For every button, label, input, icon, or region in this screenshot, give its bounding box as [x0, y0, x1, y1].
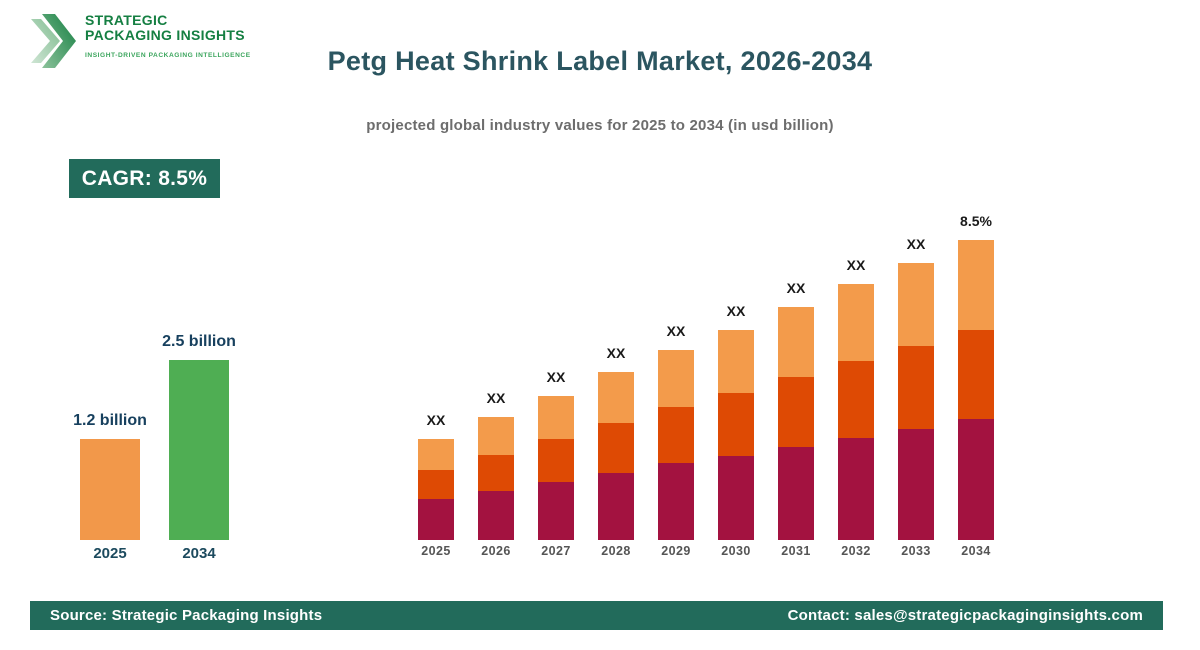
segment-middle-segment [478, 455, 514, 491]
stacked-bar-column-2030: XX 2030 [718, 303, 754, 558]
segment-middle-segment [658, 407, 694, 463]
bar-top-label: XX [546, 369, 566, 385]
segment-bottom-segment [538, 482, 574, 540]
mini-bar-2025 [80, 439, 140, 540]
segment-middle-segment [598, 423, 634, 473]
segment-top-segment [778, 307, 814, 377]
bar-top-label: XX [606, 345, 626, 361]
bar-top-label: XX [846, 257, 866, 273]
segment-middle-segment [538, 439, 574, 482]
stacked-bar-column-2031: XX 2031 [778, 280, 814, 558]
bar-year-label: 2028 [601, 544, 631, 558]
stacked-bar-column-2033: XX 2033 [898, 236, 934, 558]
segment-bottom-segment [418, 499, 454, 540]
segment-top-segment [658, 350, 694, 407]
segment-middle-segment [418, 470, 454, 499]
segment-bottom-segment [718, 456, 754, 540]
segment-middle-segment [958, 330, 994, 419]
bar-top-label: XX [486, 390, 506, 406]
segment-middle-segment [778, 377, 814, 447]
segment-middle-segment [838, 361, 874, 438]
chevron-logo-icon [31, 14, 76, 68]
stacked-bar-column-2029: XX 2029 [658, 323, 694, 558]
segment-top-segment [838, 284, 874, 361]
mini-comparison-chart: 1.2 billion 2025 2.5 billion 2034 [73, 320, 236, 562]
segment-top-segment [418, 439, 454, 470]
segment-bottom-segment [778, 447, 814, 540]
bar-top-label: XX [666, 323, 686, 339]
brand-tagline: INSIGHT-DRIVEN PACKAGING INTELLIGENCE [85, 52, 251, 59]
bar-year-label: 2034 [961, 544, 991, 558]
bar-year-label: 2026 [481, 544, 511, 558]
stacked-bar-chart: XX 2025 XX 2026 XX 2027 XX 2028 XX 2029 XX 2030 XX 20… [418, 190, 994, 558]
segment-top-segment [718, 330, 754, 393]
mini-bar-value-label: 1.2 billion [73, 412, 147, 429]
bar-year-label: 2027 [541, 544, 571, 558]
brand-name-line1: STRATEGIC [85, 12, 168, 28]
footer-source: Source: Strategic Packaging Insights [50, 607, 323, 624]
stacked-bar-column-2026: XX 2026 [478, 390, 514, 558]
brand-logo: STRATEGIC PACKAGING INSIGHTS INSIGHT-DRI… [30, 13, 251, 69]
bar-year-label: 2030 [721, 544, 751, 558]
bar-top-label: XX [426, 412, 446, 428]
mini-bar-year-label: 2025 [93, 545, 127, 562]
segment-bottom-segment [958, 419, 994, 540]
stacked-bar-column-2028: XX 2028 [598, 345, 634, 558]
stacked-bar-column-2027: XX 2027 [538, 369, 574, 558]
bar-top-label: 8.5% [960, 213, 992, 229]
bar-year-label: 2025 [421, 544, 451, 558]
segment-bottom-segment [478, 491, 514, 540]
bar-year-label: 2033 [901, 544, 931, 558]
segment-top-segment [598, 372, 634, 423]
segment-bottom-segment [838, 438, 874, 540]
bar-top-label: XX [786, 280, 806, 296]
brand-text: STRATEGIC PACKAGING INSIGHTS INSIGHT-DRI… [85, 12, 251, 60]
segment-top-segment [478, 417, 514, 455]
brand-name-line2: PACKAGING INSIGHTS [85, 27, 245, 43]
bar-year-label: 2031 [781, 544, 811, 558]
mini-bar-year-label: 2034 [182, 545, 216, 562]
segment-middle-segment [718, 393, 754, 456]
stacked-bar-column-2032: XX 2032 [838, 257, 874, 558]
bar-year-label: 2029 [661, 544, 691, 558]
stacked-bar-column-2034: 8.5% 2034 [958, 213, 994, 558]
mini-bar-column-2034: 2.5 billion 2034 [162, 333, 236, 562]
segment-bottom-segment [658, 463, 694, 540]
mini-bar-2034 [169, 360, 229, 540]
page-subtitle: projected global industry values for 202… [366, 117, 834, 134]
stacked-bar-column-2025: XX 2025 [418, 412, 454, 558]
segment-top-segment [538, 396, 574, 439]
cagr-badge: CAGR: 8.5% [69, 159, 220, 198]
page-title: Petg Heat Shrink Label Market, 2026-2034 [327, 46, 873, 76]
mini-bar-column-2025: 1.2 billion 2025 [73, 412, 147, 562]
bar-top-label: XX [726, 303, 746, 319]
segment-top-segment [958, 240, 994, 330]
bar-top-label: XX [906, 236, 926, 252]
segment-bottom-segment [598, 473, 634, 540]
segment-top-segment [898, 263, 934, 346]
segment-bottom-segment [898, 429, 934, 540]
bar-year-label: 2032 [841, 544, 871, 558]
segment-middle-segment [898, 346, 934, 429]
mini-bar-value-label: 2.5 billion [162, 333, 236, 350]
footer-contact: Contact: sales@strategicpackaginginsight… [787, 607, 1143, 624]
footer-bar: Source: Strategic Packaging Insights Con… [30, 601, 1163, 630]
